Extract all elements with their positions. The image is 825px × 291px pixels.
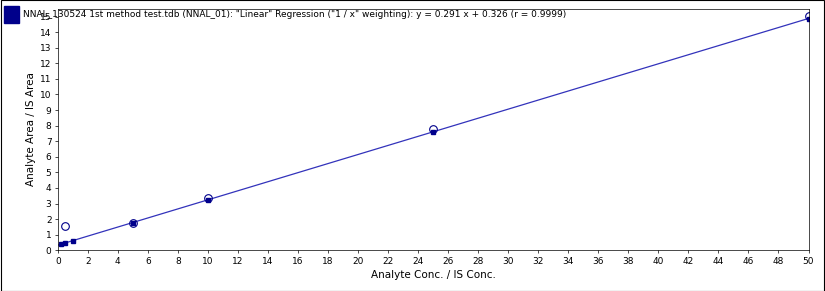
Y-axis label: Analyte Area / IS Area: Analyte Area / IS Area	[26, 72, 35, 187]
Text: NNAL_130524 1st method test.tdb (NNAL_01): "Linear" Regression ("1 / x" weightin: NNAL_130524 1st method test.tdb (NNAL_01…	[23, 10, 566, 19]
Bar	[4, 6, 19, 23]
X-axis label: Analyte Conc. / IS Conc.: Analyte Conc. / IS Conc.	[370, 270, 496, 280]
